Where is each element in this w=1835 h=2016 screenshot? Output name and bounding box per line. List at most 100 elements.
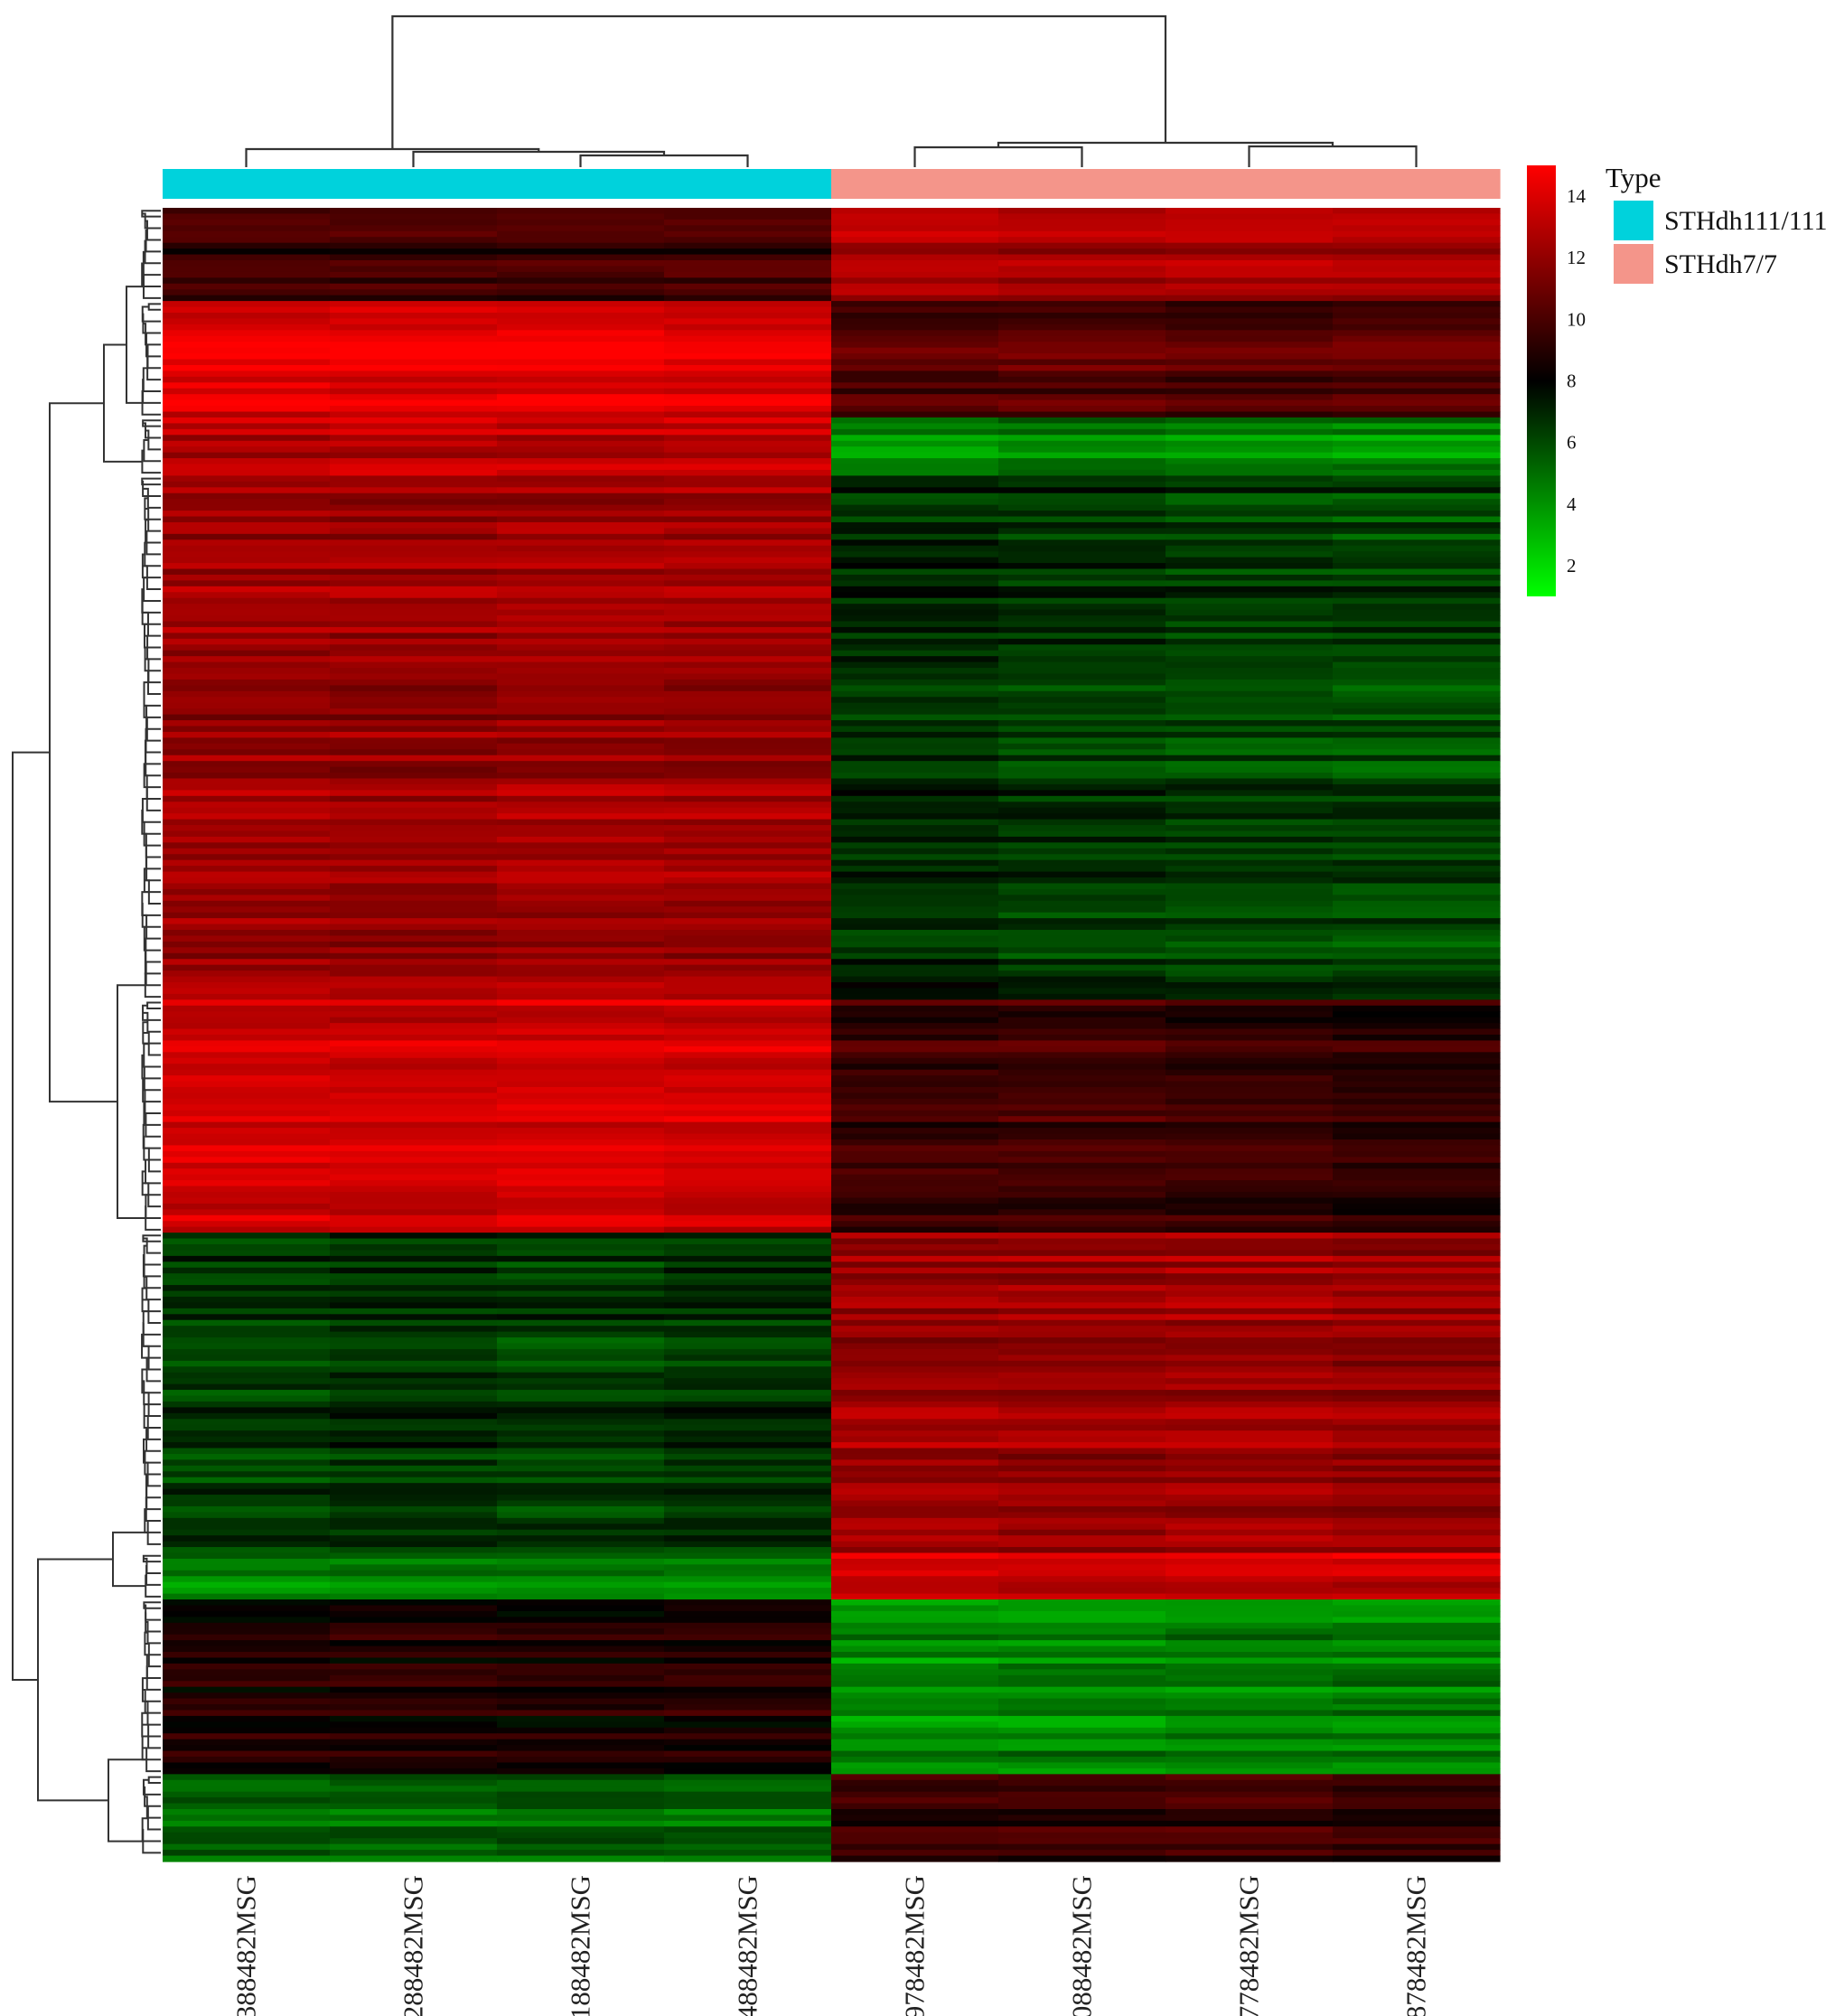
heatmap-cell xyxy=(497,1233,665,1240)
heatmap-cell xyxy=(664,661,832,669)
heatmap-cell xyxy=(163,1459,331,1467)
heatmap-cell xyxy=(1333,1564,1501,1571)
heatmap-cell xyxy=(1333,714,1501,721)
dendrogram-link xyxy=(142,313,161,334)
heatmap-cell xyxy=(998,1535,1166,1542)
heatmap-cell xyxy=(163,394,331,401)
heatmap-cell xyxy=(1166,1786,1334,1793)
heatmap-cell xyxy=(497,1483,665,1490)
heatmap-cell xyxy=(163,1314,331,1321)
heatmap-cell xyxy=(831,342,999,349)
heatmap-cell xyxy=(831,790,999,797)
heatmap-cell xyxy=(497,1477,665,1484)
heatmap-cell xyxy=(330,1634,498,1641)
heatmap-cell xyxy=(497,871,665,878)
heatmap-cell xyxy=(497,697,665,704)
heatmap-cell xyxy=(1333,982,1501,989)
heatmap-cell xyxy=(1166,1495,1334,1502)
heatmap-cell xyxy=(330,1704,498,1711)
heatmap-cell xyxy=(1166,1360,1334,1367)
heatmap-cell xyxy=(1333,900,1501,907)
dendrogram-link xyxy=(145,1611,161,1633)
heatmap-cell xyxy=(330,1319,498,1327)
heatmap-cell xyxy=(831,1820,999,1827)
heatmap-cell xyxy=(497,690,665,698)
heatmap-cell xyxy=(831,1750,999,1758)
heatmap-cell xyxy=(998,604,1166,611)
heatmap-cell xyxy=(664,516,832,523)
dendrogram-link xyxy=(145,1642,161,1668)
heatmap-cell xyxy=(163,1424,331,1431)
dendrogram-link xyxy=(142,1380,161,1406)
heatmap-cell xyxy=(1333,1110,1501,1117)
heatmap-cell xyxy=(998,795,1166,802)
heatmap-cell xyxy=(497,1576,665,1583)
heatmap-cell xyxy=(497,1588,665,1595)
heatmap-cell xyxy=(1333,1064,1501,1071)
heatmap-cell xyxy=(664,342,832,349)
heatmap-cell xyxy=(664,1727,832,1734)
heatmap-cell xyxy=(1166,1168,1334,1176)
heatmap-cell xyxy=(163,836,331,843)
heatmap-cell xyxy=(1166,982,1334,989)
heatmap-cell xyxy=(330,1657,498,1664)
heatmap-cell xyxy=(163,1593,331,1600)
heatmap-cell xyxy=(998,1139,1166,1147)
heatmap-cell xyxy=(163,1483,331,1490)
heatmap-cell xyxy=(163,830,331,838)
heatmap-cell xyxy=(1166,976,1334,983)
heatmap-cell xyxy=(1166,1279,1334,1286)
heatmap-cell xyxy=(664,952,832,960)
heatmap-cell xyxy=(330,1121,498,1129)
heatmap-cell xyxy=(163,964,331,971)
heatmap-cell xyxy=(998,1133,1166,1140)
heatmap-cell xyxy=(163,1250,331,1257)
heatmap-cell xyxy=(1166,830,1334,838)
heatmap-cell xyxy=(1166,394,1334,401)
column-label: 878482MSG xyxy=(1400,1875,1432,2016)
dendrogram-link xyxy=(143,623,161,649)
heatmap-cell xyxy=(1166,219,1334,226)
heatmap-cell xyxy=(1166,650,1334,657)
heatmap-cell xyxy=(163,1750,331,1758)
heatmap-cell xyxy=(1166,359,1334,366)
heatmap-cell xyxy=(163,1599,331,1607)
heatmap-cell xyxy=(664,1319,832,1327)
heatmap-cell xyxy=(497,382,665,389)
heatmap-cell xyxy=(664,230,832,238)
heatmap-cell xyxy=(163,1610,331,1617)
dendrogram-link xyxy=(142,1723,161,1749)
heatmap-cell xyxy=(998,230,1166,238)
heatmap-cell xyxy=(163,1005,331,1012)
heatmap-cell xyxy=(998,1011,1166,1018)
heatmap-cell xyxy=(664,1477,832,1484)
heatmap-cell xyxy=(163,1570,331,1577)
heatmap-cell xyxy=(330,1116,498,1123)
heatmap-cell xyxy=(664,1693,832,1700)
heatmap-cell xyxy=(1166,947,1334,954)
heatmap-cell xyxy=(998,511,1166,518)
heatmap-cell xyxy=(163,1412,331,1420)
heatmap-cell xyxy=(831,866,999,873)
heatmap-cell xyxy=(1166,1512,1334,1519)
heatmap-cell xyxy=(163,1110,331,1117)
heatmap-cell xyxy=(1166,731,1334,738)
heatmap-cell xyxy=(330,795,498,802)
heatmap-cell xyxy=(1333,1576,1501,1583)
heatmap-cell xyxy=(330,604,498,611)
heatmap-cell xyxy=(998,825,1166,832)
heatmap-cell xyxy=(831,499,999,506)
heatmap-cell xyxy=(998,563,1166,570)
heatmap-cell xyxy=(1333,1547,1501,1554)
heatmap-cell xyxy=(831,388,999,395)
heatmap-cell xyxy=(330,1086,498,1094)
heatmap-cell xyxy=(330,1098,498,1105)
heatmap-cell xyxy=(163,1535,331,1542)
heatmap-cell xyxy=(998,551,1166,558)
heatmap-cell xyxy=(163,301,331,308)
heatmap-cell xyxy=(497,609,665,616)
heatmap-cell xyxy=(330,219,498,226)
dendrogram-link xyxy=(147,303,161,311)
heatmap-cell xyxy=(998,1524,1166,1531)
heatmap-cell xyxy=(497,976,665,983)
